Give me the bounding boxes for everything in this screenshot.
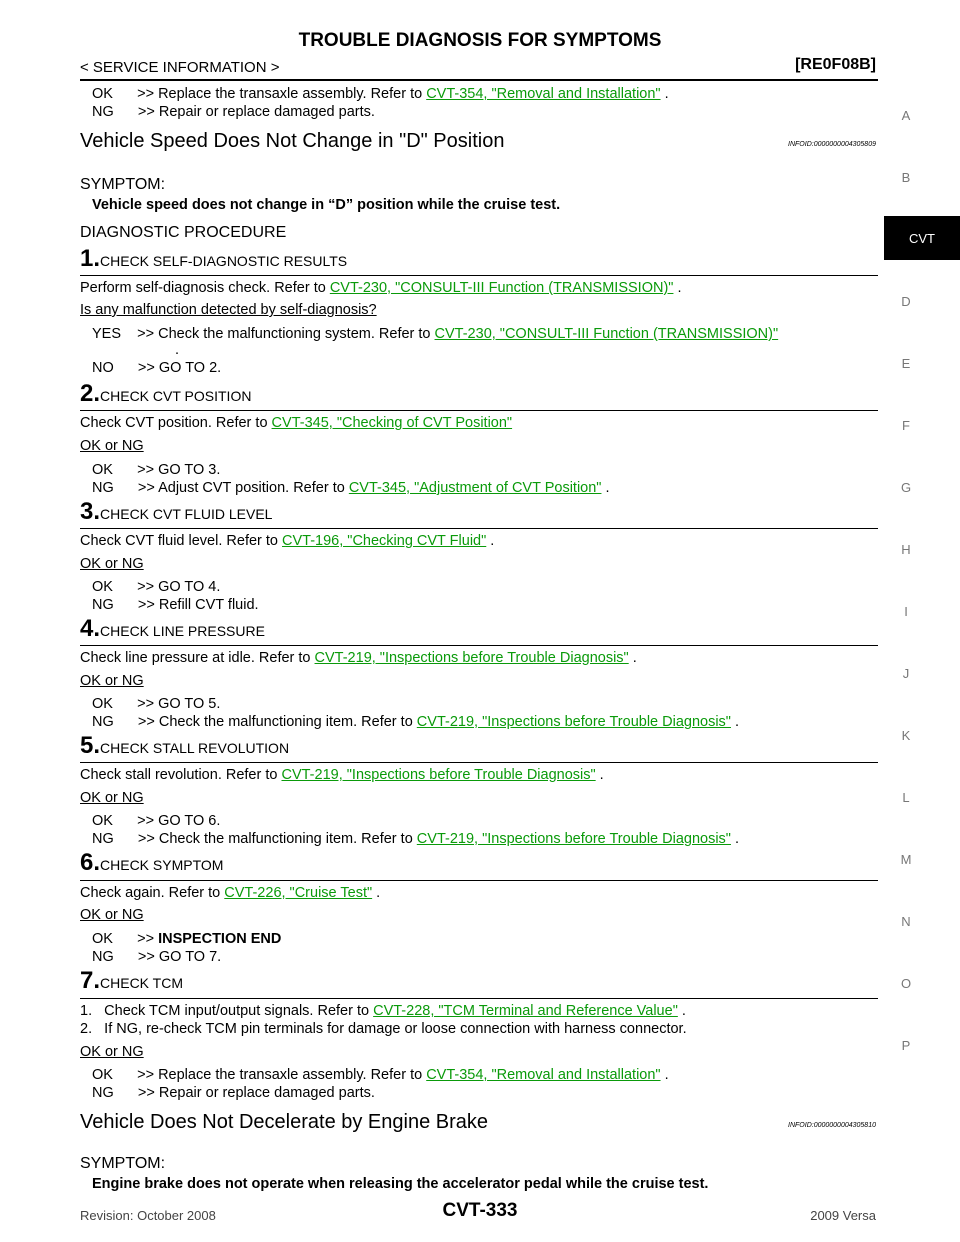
step-heading: 7.CHECK TCM [80, 967, 183, 994]
consult-link[interactable]: CVT-230, "CONSULT-III Function (TRANSMIS… [434, 326, 779, 342]
sidebar-tab-b[interactable]: B [901, 170, 911, 185]
info-id: INFOID:0000000004305810 [788, 1122, 876, 1129]
step-heading: 5.CHECK STALL REVOLUTION [80, 732, 290, 759]
step-rule [80, 645, 878, 646]
step7-ok: OK >> Replace the transaxle assembly. Re… [92, 1067, 669, 1083]
sidebar-tab-a[interactable]: A [901, 108, 911, 123]
symptom-text: Vehicle speed does not change in “D” pos… [92, 197, 561, 213]
sidebar-tab-l[interactable]: L [902, 790, 910, 805]
step4-ok: OK >> GO TO 5. [92, 696, 221, 712]
ok-or-ng: OK or NG [80, 790, 144, 806]
removal-installation-link[interactable]: CVT-354, "Removal and Installation" [426, 1067, 661, 1083]
step3-ok: OK >> GO TO 4. [92, 579, 221, 595]
symptom-text: Engine brake does not operate when relea… [92, 1176, 709, 1192]
step2-ng: NG >> Adjust CVT position. Refer to CVT-… [92, 480, 610, 496]
cvt-fluid-link[interactable]: CVT-196, "Checking CVT Fluid" [282, 533, 487, 549]
step-rule [80, 998, 878, 999]
step-rule [80, 410, 878, 411]
step1-text: Perform self-diagnosis check. Refer to C… [80, 280, 682, 296]
intro-ok-line: OK >> Replace the transaxle assembly. Re… [92, 86, 669, 102]
step2-ok: OK >> GO TO 3. [92, 462, 221, 478]
step7-line2: 2. If NG, re-check TCM pin terminals for… [80, 1021, 687, 1037]
symptom-label: SYMPTOM: [80, 176, 166, 193]
sidebar-tab-e[interactable]: E [901, 356, 911, 371]
sidebar-tab-o[interactable]: O [900, 976, 912, 991]
section-heading: Vehicle Does Not Decelerate by Engine Br… [80, 1111, 489, 1133]
ok-or-ng: OK or NG [80, 1044, 144, 1060]
removal-installation-link[interactable]: CVT-354, "Removal and Installation" [426, 86, 661, 102]
consult-link[interactable]: CVT-230, "CONSULT-III Function (TRANSMIS… [329, 280, 674, 296]
step-heading: 2.CHECK CVT POSITION [80, 380, 252, 407]
ok-or-ng: OK or NG [80, 907, 144, 923]
section-heading: Vehicle Speed Does Not Change in "D" Pos… [80, 130, 505, 152]
ok-or-ng: OK or NG [80, 673, 144, 689]
sidebar-tab-g[interactable]: G [900, 480, 912, 495]
diagnostic-procedure-label: DIAGNOSTIC PROCEDURE [80, 224, 287, 241]
sidebar-tab-n[interactable]: N [901, 914, 911, 929]
step-rule [80, 528, 878, 529]
step-rule [80, 762, 878, 763]
symptom-label: SYMPTOM: [80, 1155, 166, 1172]
step2-text: Check CVT position. Refer to CVT-345, "C… [80, 415, 513, 431]
step3-ng: NG >> Refill CVT fluid. [92, 597, 259, 613]
step3-text: Check CVT fluid level. Refer to CVT-196,… [80, 533, 495, 549]
step6-ok: OK >> INSPECTION END [92, 931, 282, 947]
ok-or-ng: OK or NG [80, 438, 144, 454]
inspections-link[interactable]: CVT-219, "Inspections before Trouble Dia… [416, 831, 731, 847]
intro-ng-line: NG >> Repair or replace damaged parts. [92, 104, 375, 120]
ok-or-ng: OK or NG [80, 556, 144, 572]
step1-question: Is any malfunction detected by self-diag… [80, 302, 377, 318]
section-code: [RE0F08B] [795, 56, 876, 73]
footer-revision: Revision: October 2008 [80, 1208, 216, 1223]
sidebar-tab-m[interactable]: M [900, 852, 912, 867]
step5-text: Check stall revolution. Refer to CVT-219… [80, 767, 604, 783]
sidebar-tab-k[interactable]: K [901, 728, 911, 743]
inspections-link[interactable]: CVT-219, "Inspections before Trouble Dia… [314, 650, 629, 666]
step5-ng: NG >> Check the malfunctioning item. Ref… [92, 831, 740, 847]
sidebar-tab-j[interactable]: J [902, 666, 910, 681]
footer-model: 2009 Versa [810, 1208, 876, 1223]
inspections-link[interactable]: CVT-219, "Inspections before Trouble Dia… [281, 767, 596, 783]
sidebar-tab-h[interactable]: H [901, 542, 911, 557]
step7-line1: 1. Check TCM input/output signals. Refer… [80, 1003, 686, 1019]
tcm-terminal-link[interactable]: CVT-228, "TCM Terminal and Reference Val… [373, 1003, 678, 1019]
sidebar-tab-f[interactable]: F [902, 418, 910, 433]
breadcrumb: < SERVICE INFORMATION > [80, 59, 280, 76]
step6-text: Check again. Refer to CVT-226, "Cruise T… [80, 885, 381, 901]
step4-text: Check line pressure at idle. Refer to CV… [80, 650, 637, 666]
sidebar-tab-p[interactable]: P [901, 1038, 911, 1053]
step-heading: 4.CHECK LINE PRESSURE [80, 615, 265, 642]
header-rule [80, 79, 878, 81]
step-heading: 6.CHECK SYMPTOM [80, 849, 224, 876]
inspections-link[interactable]: CVT-219, "Inspections before Trouble Dia… [416, 714, 731, 730]
sidebar-tab-cvt-active[interactable]: CVT [884, 216, 960, 260]
sidebar-tab-d[interactable]: D [901, 294, 911, 309]
step6-ng: NG >> GO TO 7. [92, 949, 222, 965]
footer-page-number: CVT-333 [442, 1200, 518, 1221]
info-id: INFOID:0000000004305809 [788, 141, 876, 148]
step1-yes-dot: . [175, 342, 180, 358]
cvt-position-link[interactable]: CVT-345, "Checking of CVT Position" [271, 415, 513, 431]
step5-ok: OK >> GO TO 6. [92, 813, 221, 829]
step-heading: 1.CHECK SELF-DIAGNOSTIC RESULTS [80, 245, 348, 272]
step7-ng: NG >> Repair or replace damaged parts. [92, 1085, 375, 1101]
cruise-test-link[interactable]: CVT-226, "Cruise Test" [224, 885, 373, 901]
step-rule [80, 880, 878, 881]
step-rule [80, 275, 878, 276]
step4-ng: NG >> Check the malfunctioning item. Ref… [92, 714, 740, 730]
step-heading: 3.CHECK CVT FLUID LEVEL [80, 498, 273, 525]
sidebar-tab-i[interactable]: I [904, 604, 908, 619]
step1-yes: YES >> Check the malfunctioning system. … [92, 326, 779, 342]
step1-no: NO >> GO TO 2. [92, 360, 222, 376]
adjust-cvt-position-link[interactable]: CVT-345, "Adjustment of CVT Position" [348, 480, 602, 496]
page-title: TROUBLE DIAGNOSIS FOR SYMPTOMS [298, 30, 662, 51]
